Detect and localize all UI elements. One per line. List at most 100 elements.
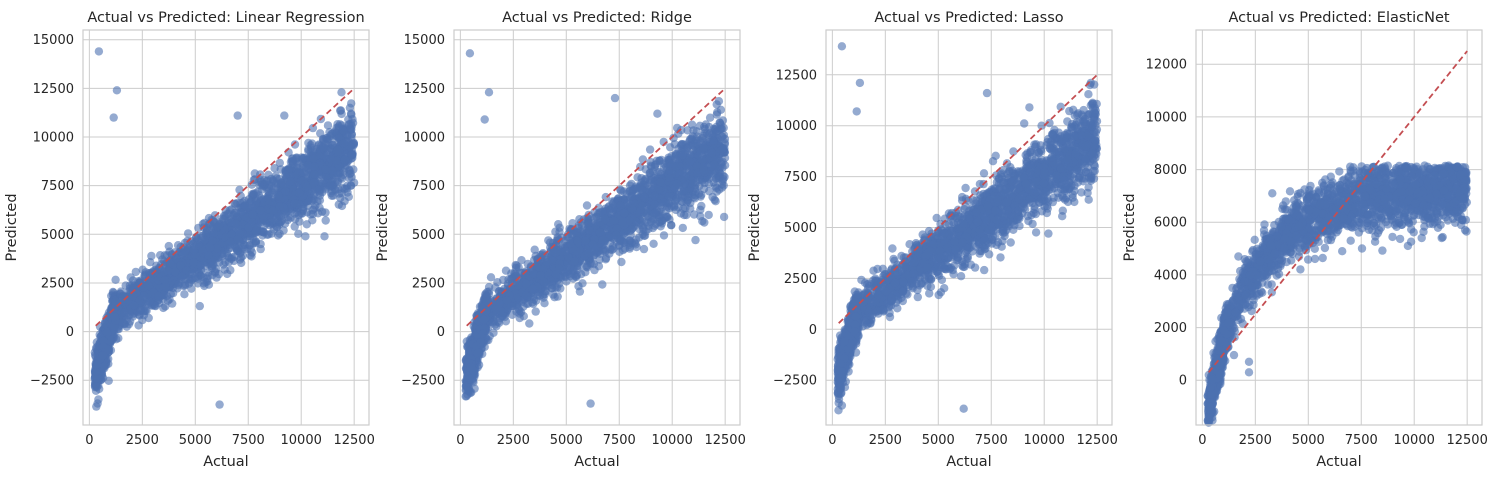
- scatter-point: [323, 121, 333, 130]
- scatter-point: [320, 232, 329, 241]
- scatter-point: [301, 232, 310, 241]
- scatter-point: [98, 351, 108, 360]
- scatter-point: [118, 292, 128, 301]
- scatter-point: [561, 272, 570, 282]
- scatter-point: [696, 205, 705, 214]
- scatter-point: [178, 272, 187, 281]
- scatter-point: [233, 111, 242, 120]
- scatter-point: [170, 267, 180, 277]
- scatter-point: [340, 155, 350, 164]
- scatter-point: [168, 299, 177, 308]
- scatter-point: [308, 123, 318, 133]
- scatter-point: [200, 281, 209, 291]
- scatter-point: [308, 216, 317, 225]
- scatter-point: [574, 282, 583, 291]
- scatter-point: [348, 115, 357, 124]
- scatter-point: [187, 284, 196, 293]
- scatter-points: [90, 47, 359, 411]
- scatter-point: [315, 196, 325, 205]
- scatter-point: [295, 188, 304, 197]
- scatter-point: [144, 313, 153, 323]
- scatter-point: [280, 111, 289, 120]
- scatter-point: [143, 280, 153, 290]
- scatter-point: [180, 290, 189, 299]
- scatter-point: [347, 150, 356, 159]
- scatter-point: [501, 266, 511, 275]
- scatter-point: [275, 158, 284, 168]
- x-tick-label: 10000: [281, 433, 322, 448]
- scatter-point: [719, 212, 729, 222]
- scatter-point: [140, 291, 149, 301]
- scatter-point: [111, 275, 120, 284]
- scatter-point: [347, 122, 356, 131]
- scatter-point: [346, 181, 356, 190]
- scatter-point: [694, 189, 704, 198]
- scatter-point: [700, 218, 709, 227]
- scatter-point: [275, 202, 284, 211]
- scatter-point: [109, 113, 118, 122]
- scatter-point: [295, 217, 304, 226]
- scatter-point: [101, 326, 111, 336]
- scatter-point: [319, 142, 328, 152]
- scatter-point: [582, 201, 592, 210]
- scatter-point: [292, 208, 301, 217]
- scatter-point: [345, 103, 355, 113]
- scatter-point: [226, 243, 235, 253]
- scatter-point: [326, 180, 336, 190]
- scatter-points: [461, 49, 730, 408]
- scatter-point: [512, 261, 521, 270]
- scatter-point: [334, 185, 343, 194]
- scatter-point: [639, 244, 649, 254]
- scatter-point: [190, 273, 200, 283]
- scatter-point: [161, 283, 171, 292]
- scatter-point: [333, 145, 342, 155]
- y-tick-label: 7500: [41, 179, 74, 194]
- scatter-point: [299, 168, 309, 177]
- y-tick-label: 12500: [33, 82, 74, 97]
- scatter-point: [246, 250, 255, 260]
- scatter-point: [617, 257, 626, 267]
- scatter-point: [339, 139, 348, 148]
- scatter-point: [298, 154, 307, 163]
- scatter-point: [128, 280, 137, 290]
- scatter-point: [248, 210, 257, 219]
- x-tick-label: 2500: [126, 433, 159, 448]
- scatter-point: [645, 145, 655, 154]
- scatter-point: [202, 228, 211, 237]
- scatter-point: [225, 253, 234, 262]
- y-tick-label: −2500: [30, 374, 74, 389]
- scatter-point: [195, 301, 204, 311]
- scatter-point: [323, 135, 332, 144]
- scatter-point: [646, 157, 655, 167]
- y-tick-label: 15000: [33, 33, 74, 48]
- scatter-point: [256, 239, 265, 249]
- scatter-point: [334, 122, 343, 131]
- scatter-point: [209, 229, 218, 238]
- scatter-point: [317, 207, 327, 216]
- scatter-point: [321, 216, 330, 225]
- scatter-point: [168, 289, 178, 298]
- x-tick-label: 7500: [232, 433, 265, 448]
- scatter-point: [128, 292, 138, 301]
- scatter-point: [686, 204, 695, 213]
- scatter-point: [238, 251, 247, 261]
- scatter-point: [215, 400, 224, 409]
- x-tick-label: 12500: [333, 433, 374, 448]
- scatter-point: [208, 271, 217, 280]
- scatter-point: [345, 165, 354, 174]
- scatter-point: [238, 243, 248, 252]
- scatter-point: [307, 139, 317, 148]
- scatter-point: [554, 220, 563, 229]
- scatter-point: [249, 189, 258, 198]
- scatter-point: [340, 197, 349, 206]
- scatter-point: [290, 140, 300, 149]
- y-tick-label: 0: [66, 325, 74, 340]
- scatter-point: [276, 178, 286, 187]
- scatter-point: [336, 106, 346, 115]
- scatter-point: [108, 287, 118, 297]
- scatter-point: [714, 97, 724, 106]
- x-axis-label: Actual: [203, 454, 248, 470]
- scatter-point: [332, 156, 341, 165]
- scatter-point: [244, 223, 253, 232]
